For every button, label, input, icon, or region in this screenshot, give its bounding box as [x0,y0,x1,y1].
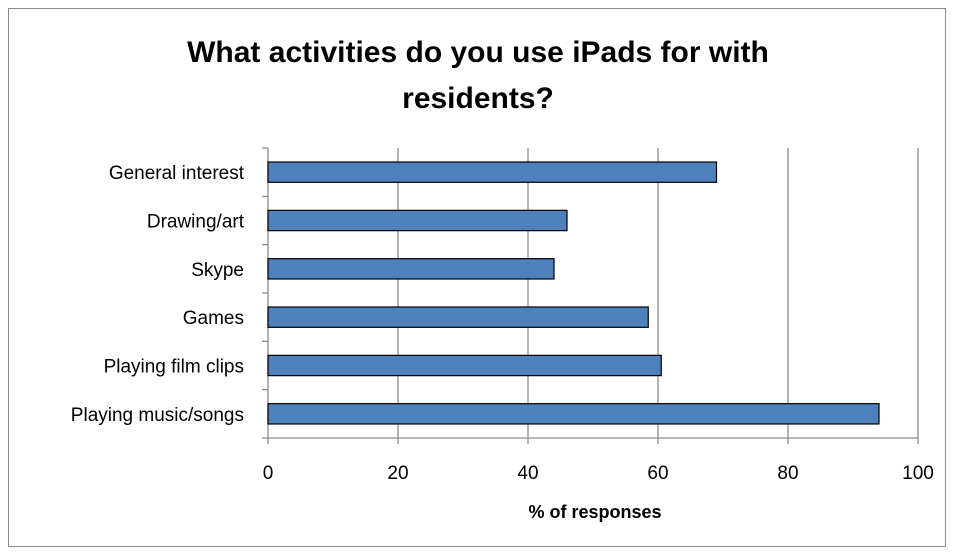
x-tick-label-60: 60 [647,463,668,484]
category-label-1: Drawing/art [147,212,245,233]
category-label-3: Games [183,308,244,329]
chart-title-line-2: residents? [402,82,554,115]
bars [267,161,880,425]
x-tick-label-20: 20 [387,463,408,484]
x-tick-label-40: 40 [517,463,538,484]
x-axis-title: % of responses [528,502,661,522]
grid-lines [397,148,919,438]
category-label-4: Playing film clips [104,357,244,378]
bar-0 [267,161,718,183]
category-labels: General interest Drawing/art Skype Games Pla… [71,163,245,426]
bar-5 [267,403,880,425]
category-label-5: Playing music/songs [71,405,244,426]
bar-4 [267,354,662,377]
bar-1 [267,209,568,232]
bar-3 [267,306,649,328]
chart-title: What activities do you use iPads for wit… [0,30,956,122]
category-label-0: General interest [109,163,245,184]
x-tick-label-0: 0 [263,463,274,484]
x-tick-labels: 0 20 40 60 80 100 [263,463,934,484]
axes [262,147,919,444]
x-tick-label-100: 100 [902,463,934,484]
x-tick-label-80: 80 [777,463,798,484]
category-label-2: Skype [191,260,244,281]
chart-title-line-1: What activities do you use iPads for wit… [187,36,769,69]
bar-2 [267,258,555,280]
